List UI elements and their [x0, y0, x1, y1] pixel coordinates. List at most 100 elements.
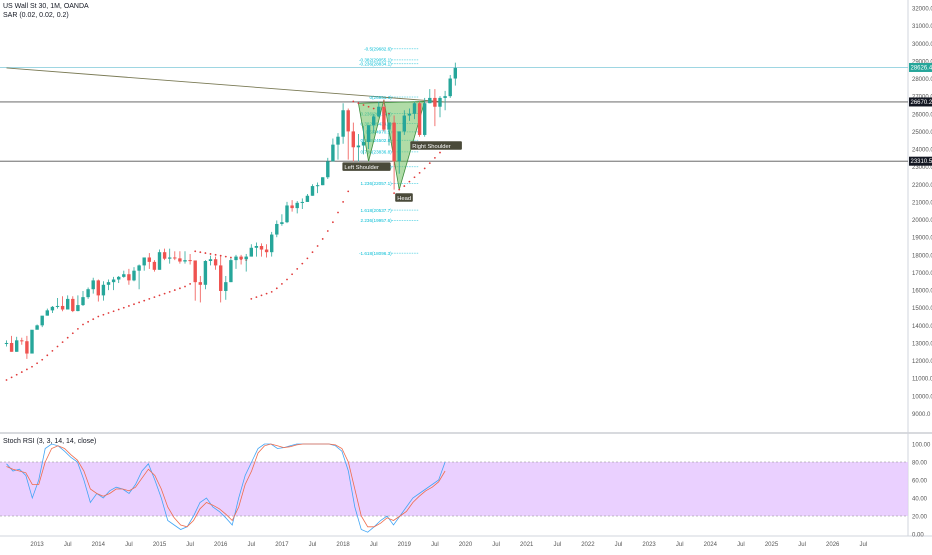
sar-dot: [429, 162, 431, 164]
sar-dot: [261, 294, 263, 296]
time-tick-label: 2018: [336, 542, 350, 548]
sar-dot: [36, 362, 38, 364]
time-tick-label: 2013: [30, 542, 44, 548]
candle-body: [362, 142, 365, 146]
time-tick-label: Jul: [676, 542, 684, 548]
time-tick-label: 2026: [826, 542, 840, 548]
sar-dot: [373, 108, 375, 110]
candle-body: [173, 257, 176, 258]
time-tick-label: 2024: [704, 542, 718, 548]
sar-dot: [97, 316, 99, 318]
time-tick-label: Jul: [859, 542, 867, 548]
price-tick-label: 15000.0: [912, 306, 932, 312]
sar-dot: [194, 250, 196, 252]
candle-body: [387, 123, 390, 130]
sar-dot: [148, 298, 150, 300]
candle-body: [357, 146, 360, 148]
stoch-tick-label: 0.00: [912, 533, 924, 539]
sar-dot: [312, 251, 314, 253]
candle-body: [56, 306, 59, 307]
time-tick-label: 2020: [459, 542, 473, 548]
sar-dot: [87, 321, 89, 323]
price-tick-label: 22000.0: [912, 183, 932, 189]
candle-body: [25, 341, 28, 353]
candle-body: [285, 205, 288, 222]
time-tick-label: Jul: [186, 542, 194, 548]
candle-body: [148, 257, 151, 261]
sar-dot: [434, 157, 436, 159]
sar-dot: [62, 341, 64, 343]
candle-body: [102, 285, 105, 296]
fib-level-label: 1.236(22057.1): [361, 181, 393, 186]
sar-dot: [342, 201, 344, 203]
candle-body: [214, 259, 217, 265]
candle-body: [301, 202, 304, 203]
candle-body: [127, 274, 130, 280]
candle-body: [341, 110, 344, 136]
sar-dot: [358, 102, 360, 104]
sar-dot: [41, 359, 43, 361]
candle-body: [438, 98, 441, 107]
candle-body: [168, 257, 171, 258]
sar-dot: [92, 318, 94, 320]
candle-body: [239, 257, 242, 260]
candle-body: [188, 260, 191, 261]
candle-body: [204, 261, 207, 285]
price-tick-label: 16000.0: [912, 289, 932, 295]
sar-dot: [6, 379, 8, 381]
price-tick-label: 9000.0: [912, 412, 931, 418]
candle-body: [112, 280, 115, 283]
candle-body: [245, 257, 248, 260]
sar-dot: [199, 251, 201, 253]
price-tick-label: 11000.0: [912, 377, 932, 383]
candle-body: [15, 340, 18, 351]
candle-body: [76, 305, 79, 311]
sar-dot: [393, 192, 395, 194]
candle-body: [321, 177, 324, 185]
price-tick-label: 21000.0: [912, 200, 932, 206]
stoch-tick-label: 40.00: [912, 497, 928, 503]
sar-dot: [174, 289, 176, 291]
sar-dot: [52, 350, 54, 352]
sar-dot: [439, 152, 441, 154]
sar-dot: [138, 302, 140, 304]
sar-dot: [291, 273, 293, 275]
candle-body: [326, 161, 329, 177]
fib-level-label: -0.236(28834.1): [359, 62, 392, 67]
sar-dot: [250, 298, 252, 300]
time-tick-label: 2025: [765, 542, 779, 548]
candle-body: [331, 145, 334, 162]
candle-body: [209, 259, 212, 261]
candle-body: [290, 205, 293, 208]
price-tick-label: 30000.0: [912, 42, 932, 48]
candle-body: [219, 265, 222, 291]
price-tick-label: 13000.0: [912, 341, 932, 347]
price-tick-label: 28000.0: [912, 77, 932, 83]
sar-dot: [113, 310, 115, 312]
price-tick-label: 17000.0: [912, 271, 932, 277]
candle-body: [66, 299, 69, 310]
sar-dot: [133, 303, 135, 305]
candle-body: [234, 257, 237, 261]
candle-body: [5, 343, 8, 344]
sar-dot: [46, 354, 48, 356]
candle-body: [311, 186, 314, 196]
sar-dot: [72, 332, 74, 334]
price-tick-label: 31000.0: [912, 24, 932, 30]
price-tick-label: 25000.0: [912, 130, 932, 136]
candle-body: [61, 306, 64, 310]
sar-dot: [143, 300, 145, 302]
time-tick-label: Jul: [431, 542, 439, 548]
sar-dot: [363, 104, 365, 106]
symbol-title: US Wall St 30, 1M, OANDA: [3, 3, 89, 10]
sar-dot: [205, 252, 207, 254]
sar-dot: [123, 307, 125, 309]
price-tick-label: 12000.0: [912, 359, 932, 365]
stoch-overbought-oversold-band: [0, 462, 908, 516]
price-axis-tag-label: 26670.2: [911, 100, 932, 106]
sar-dot: [154, 296, 156, 298]
sar-dot: [225, 256, 227, 258]
stoch-tick-label: 80.00: [912, 461, 928, 467]
